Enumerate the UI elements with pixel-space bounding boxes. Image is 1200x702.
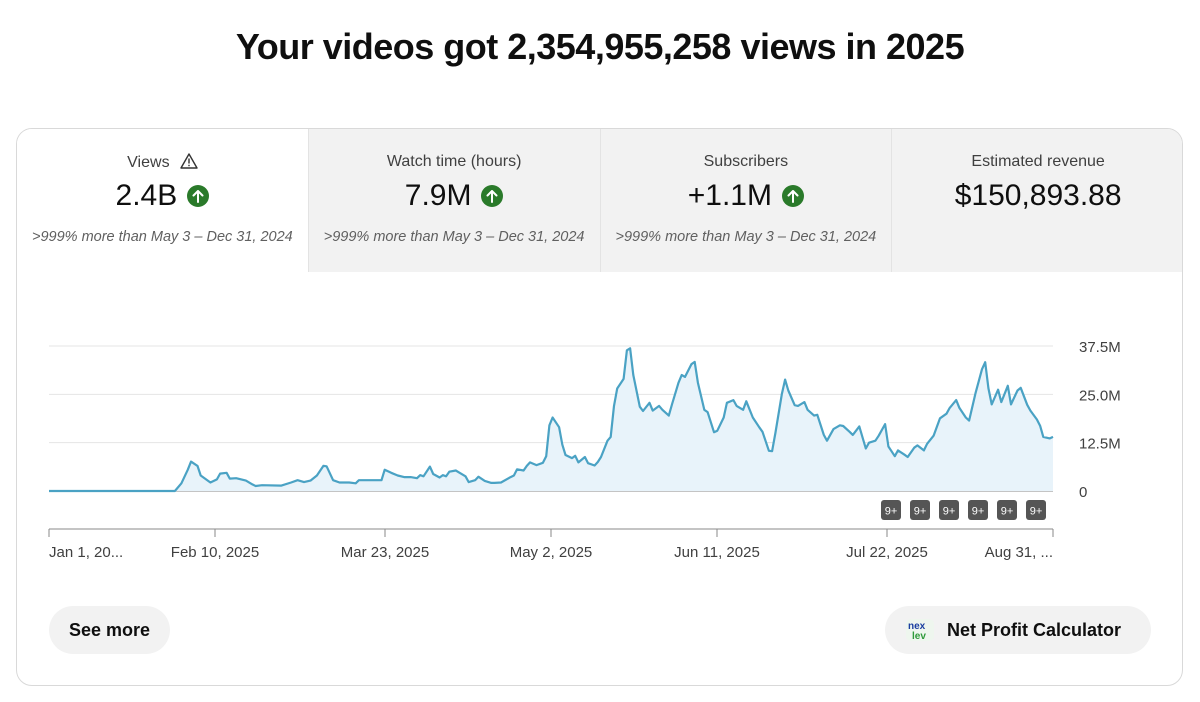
x-tick-label: Jan 1, 20...	[49, 544, 123, 561]
tab-views-value: 2.4B	[115, 179, 178, 212]
annotation-marker	[1026, 500, 1046, 520]
tab-watch-time-compare: >999% more than May 3 – Dec 31, 2024	[323, 229, 585, 245]
y-tick-label: 25.0M	[1079, 387, 1121, 404]
tab-watch-time[interactable]: Watch time (hours) 7.9M >999% more than …	[308, 129, 601, 272]
tab-revenue-label: Estimated revenue	[971, 153, 1105, 170]
tab-views-compare: >999% more than May 3 – Dec 31, 2024	[31, 229, 293, 245]
nexlev-logo-icon: nex lev	[906, 619, 934, 642]
tab-revenue[interactable]: Estimated revenue $150,893.88	[892, 129, 1182, 272]
y-tick-label: 0	[1079, 484, 1087, 501]
y-tick-label: 12.5M	[1079, 436, 1121, 453]
warning-icon[interactable]	[179, 153, 198, 174]
see-more-button[interactable]: See more	[49, 606, 170, 654]
net-profit-calculator-button[interactable]: nex lev Net Profit Calculator	[885, 606, 1151, 654]
metric-tabs: Views 2.4B >999% more than May 3 – Dec 3…	[17, 129, 1182, 272]
series-line	[49, 347, 1054, 493]
x-tick-label: Mar 23, 2025	[341, 544, 429, 561]
tab-subscribers[interactable]: Subscribers +1.1M >999% more than May 3 …	[600, 129, 893, 272]
annotation-marker-label: 9+	[1030, 506, 1043, 518]
tab-revenue-value: $150,893.88	[954, 179, 1122, 212]
y-tick-label: 37.5M	[1079, 339, 1121, 356]
tab-watch-time-value: 7.9M	[404, 179, 472, 212]
annotation-marker	[939, 500, 959, 520]
annotation-marker	[968, 500, 988, 520]
views-chart[interactable]: 37.5M 25.0M 12.5M 0 9+ 9+ 9+ 9+ 9+ 9+ Jan 1, 20...…	[17, 272, 1183, 592]
annotation-marker-label: 9+	[885, 506, 898, 518]
annotation-marker-label: 9+	[914, 506, 927, 518]
annotation-marker	[881, 500, 901, 520]
x-tick-label: Aug 31, ...	[985, 544, 1053, 561]
annotation-marker	[997, 500, 1017, 520]
net-profit-calculator-label: Net Profit Calculator	[947, 619, 1122, 640]
tab-subscribers-compare: >999% more than May 3 – Dec 31, 2024	[615, 229, 877, 245]
tab-watch-time-label: Watch time (hours)	[386, 153, 522, 170]
svg-text:lev: lev	[912, 631, 926, 642]
tab-views[interactable]: Views 2.4B >999% more than May 3 – Dec 3…	[17, 129, 309, 272]
x-tick-label: Jul 22, 2025	[846, 544, 928, 561]
x-tick-label: Jun 11, 2025	[674, 544, 760, 561]
x-tick-label: May 2, 2025	[510, 544, 593, 561]
analytics-card: Views 2.4B >999% more than May 3 – Dec 3…	[16, 128, 1183, 686]
svg-text:nex: nex	[908, 621, 926, 632]
arrow-up-icon	[781, 185, 804, 207]
page-headline: Your videos got 2,354,955,258 views in 2…	[235, 26, 965, 67]
see-more-label: See more	[68, 619, 151, 640]
series-area	[49, 348, 1053, 491]
tab-subscribers-value: +1.1M	[687, 179, 772, 212]
tab-views-label: Views	[127, 154, 170, 171]
arrow-up-icon	[481, 185, 504, 207]
arrow-up-icon	[187, 185, 210, 207]
annotation-marker	[910, 500, 930, 520]
x-tick-label: Feb 10, 2025	[171, 544, 259, 561]
annotation-marker-label: 9+	[972, 506, 985, 518]
tab-subscribers-label: Subscribers	[703, 153, 789, 170]
annotation-marker-label: 9+	[1001, 506, 1014, 518]
annotation-marker-label: 9+	[943, 506, 956, 518]
